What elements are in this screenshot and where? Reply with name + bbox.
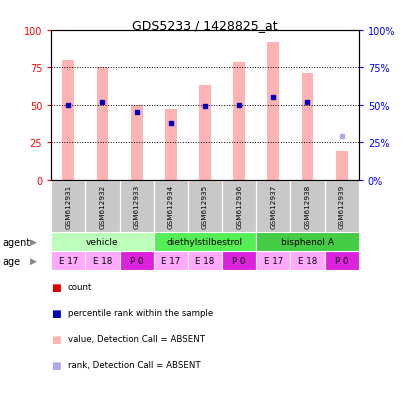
Bar (324, 180, 358, 233)
Text: GSM612933: GSM612933 (133, 185, 139, 228)
Text: ▶: ▶ (30, 237, 37, 247)
Bar (153, 233, 256, 252)
Text: ■: ■ (51, 282, 61, 292)
Bar (256, 233, 358, 252)
Text: GSM612934: GSM612934 (167, 185, 173, 228)
Bar (130, 106, 142, 180)
Bar (85, 252, 119, 271)
Text: agent: agent (2, 237, 30, 247)
Bar (62, 61, 74, 180)
Bar (222, 180, 256, 233)
Text: ▶: ▶ (30, 256, 37, 266)
Bar (96, 68, 108, 180)
Bar (335, 152, 347, 180)
Bar (85, 180, 119, 233)
Bar (256, 252, 290, 271)
Text: E 17: E 17 (263, 256, 282, 266)
Text: GSM612937: GSM612937 (270, 185, 276, 228)
Text: P 0: P 0 (232, 256, 245, 266)
Text: GDS5233 / 1428825_at: GDS5233 / 1428825_at (132, 19, 277, 31)
Bar (222, 252, 256, 271)
Text: value, Detection Call = ABSENT: value, Detection Call = ABSENT (67, 335, 204, 344)
Bar (256, 180, 290, 233)
Bar (153, 180, 187, 233)
Text: ■: ■ (51, 334, 61, 344)
Bar (51, 180, 85, 233)
Text: GSM612939: GSM612939 (338, 185, 344, 228)
Text: E 18: E 18 (297, 256, 316, 266)
Text: E 17: E 17 (161, 256, 180, 266)
Text: GSM612932: GSM612932 (99, 185, 105, 228)
Text: percentile rank within the sample: percentile rank within the sample (67, 309, 212, 318)
Bar (301, 74, 313, 180)
Text: ■: ■ (51, 308, 61, 318)
Bar (51, 233, 153, 252)
Bar (119, 180, 153, 233)
Bar (51, 252, 85, 271)
Bar (267, 43, 279, 180)
Text: E 18: E 18 (93, 256, 112, 266)
Text: age: age (2, 256, 20, 266)
Bar (119, 252, 153, 271)
Text: GSM612936: GSM612936 (236, 185, 242, 228)
Bar (187, 252, 222, 271)
Text: P 0: P 0 (130, 256, 143, 266)
Text: GSM612931: GSM612931 (65, 185, 71, 228)
Text: diethylstilbestrol: diethylstilbestrol (166, 237, 243, 247)
Text: E 18: E 18 (195, 256, 214, 266)
Bar (324, 252, 358, 271)
Bar (290, 252, 324, 271)
Bar (187, 180, 222, 233)
Text: vehicle: vehicle (86, 237, 119, 247)
Bar (198, 86, 211, 180)
Text: count: count (67, 282, 92, 292)
Text: ■: ■ (51, 360, 61, 370)
Bar (290, 180, 324, 233)
Text: E 17: E 17 (58, 256, 78, 266)
Text: bisphenol A: bisphenol A (280, 237, 333, 247)
Text: GSM612938: GSM612938 (304, 185, 310, 228)
Bar (233, 62, 245, 180)
Text: GSM612935: GSM612935 (202, 185, 207, 228)
Bar (153, 252, 187, 271)
Bar (164, 110, 176, 180)
Text: rank, Detection Call = ABSENT: rank, Detection Call = ABSENT (67, 361, 200, 370)
Text: P 0: P 0 (334, 256, 348, 266)
